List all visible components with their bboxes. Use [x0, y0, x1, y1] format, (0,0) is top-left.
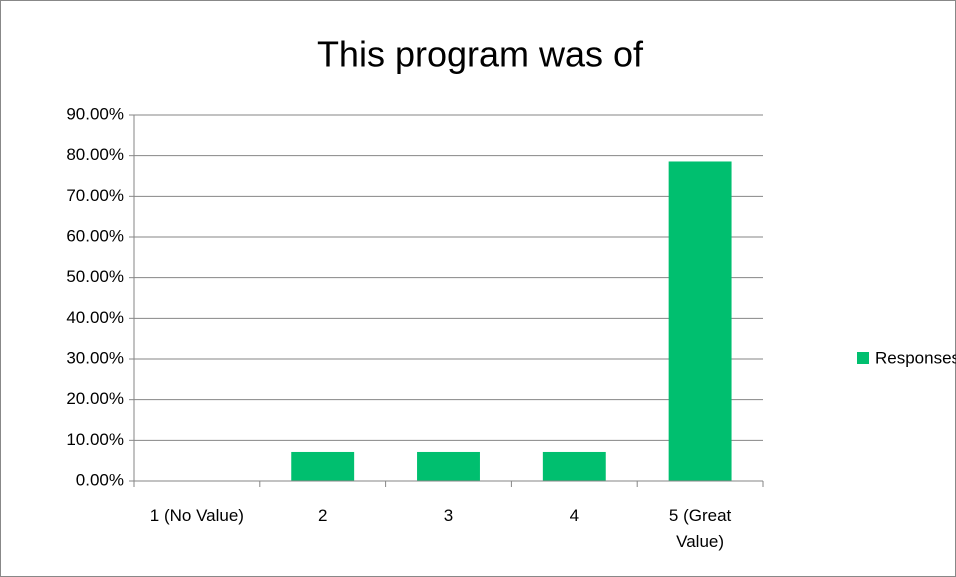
bar	[668, 161, 732, 481]
y-tick-label: 30.00%	[66, 348, 124, 367]
y-tick-label: 70.00%	[66, 186, 124, 205]
chart-title: This program was of	[317, 34, 644, 75]
y-tick-label: 40.00%	[66, 308, 124, 327]
x-tick-label: 3	[443, 506, 454, 525]
bar	[291, 451, 355, 481]
bar	[417, 451, 480, 481]
x-tick-label: 4	[569, 506, 580, 525]
y-tick-label: 0.00%	[76, 470, 124, 489]
y-tick-label: 20.00%	[66, 389, 124, 408]
x-tick-label: 1 (No Value)	[149, 506, 244, 525]
y-tick-label: 10.00%	[66, 430, 124, 449]
y-tick-label: 60.00%	[66, 226, 124, 245]
legend-label: Responses	[875, 348, 956, 367]
x-tick-label: 5 (Great Value)	[668, 506, 732, 551]
legend-swatch	[857, 352, 869, 364]
x-tick-label: 2	[317, 506, 328, 525]
y-tick-label: 50.00%	[66, 267, 124, 286]
bar	[542, 451, 606, 481]
y-tick-label: 80.00%	[66, 145, 124, 164]
y-tick-label: 90.00%	[66, 104, 124, 123]
